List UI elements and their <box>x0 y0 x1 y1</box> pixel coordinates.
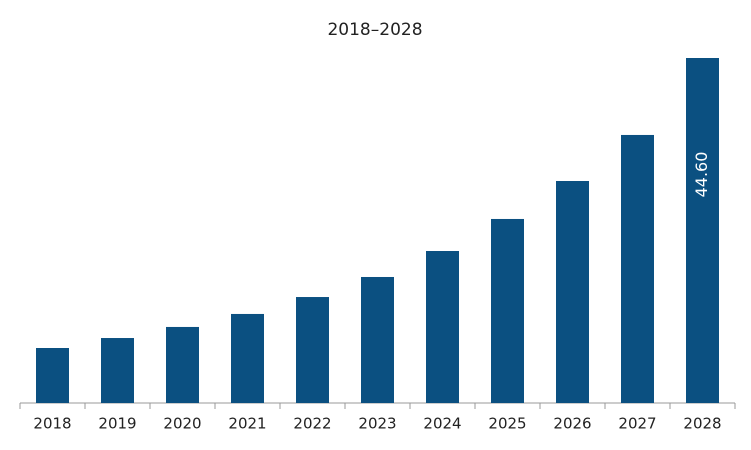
x-tick-label: 2018 <box>33 415 71 433</box>
x-tick-label: 2024 <box>423 415 461 433</box>
bar <box>491 218 524 403</box>
x-tick-label: 2025 <box>488 415 526 433</box>
x-tick-label: 2027 <box>618 415 656 433</box>
bar <box>296 297 329 403</box>
x-tick-label: 2026 <box>553 415 591 433</box>
value-label: 44.60 <box>692 152 711 198</box>
bar <box>686 58 719 403</box>
chart-title: 2018–2028 <box>327 20 422 40</box>
x-tick-label: 2022 <box>293 415 331 433</box>
x-tick-label: 2023 <box>358 415 396 433</box>
x-tick-label: 2019 <box>98 415 136 433</box>
x-tick-label: 2020 <box>163 415 201 433</box>
bar <box>231 313 264 403</box>
bar <box>426 250 459 403</box>
x-tick-label: 2028 <box>683 415 721 433</box>
bar <box>36 348 69 403</box>
bar <box>621 134 654 404</box>
bar <box>166 326 199 403</box>
bar <box>101 338 134 403</box>
bar <box>361 276 394 403</box>
x-tick-label: 2021 <box>228 415 266 433</box>
bar <box>556 180 589 403</box>
